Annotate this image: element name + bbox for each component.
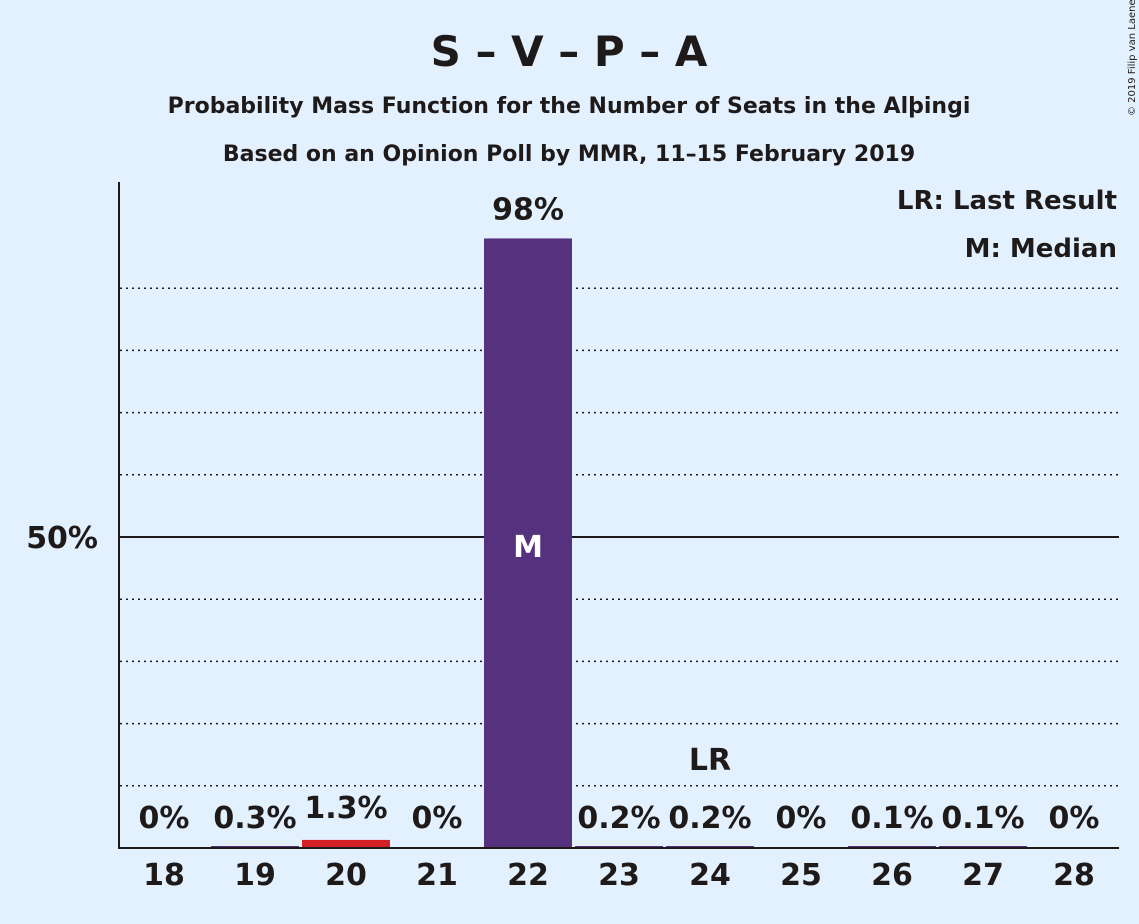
median-marker: M [513,530,543,565]
chart-subtitle-2: Based on an Opinion Poll by MMR, 11–15 F… [223,142,915,167]
x-tick-label-23: 23 [598,858,640,893]
x-axis-ticks: 18 19 20 21 22 23 24 25 26 27 28 [143,858,1095,893]
data-labels: 0% 0.3% 1.3% 0% 98% 0.2% 0.2% 0% 0.1% 0.1% 0% M LR [139,192,1100,836]
y-tick-label: 50% [26,521,98,556]
data-label-27: 0.1% [941,801,1024,836]
data-label-19: 0.3% [213,801,296,836]
data-label-21: 0% [412,801,463,836]
bar-22 [484,238,572,848]
data-label-24: 0.2% [668,801,751,836]
data-label-26: 0.1% [850,801,933,836]
gridlines [120,287,1119,787]
x-tick-label-28: 28 [1053,858,1095,893]
x-tick-label-20: 20 [325,858,367,893]
x-tick-label-18: 18 [143,858,185,893]
x-tick-label-26: 26 [871,858,913,893]
x-tick-label-24: 24 [689,858,731,893]
data-label-22: 98% [492,192,564,227]
legend-median: M: Median [965,234,1117,264]
x-tick-label-27: 27 [962,858,1004,893]
data-label-25: 0% [776,801,827,836]
chart-title: S – V – P – A [431,27,708,76]
y-axis-ticks: 50% [26,521,98,556]
legend-last-result: LR: Last Result [897,186,1117,216]
bar-20 [302,839,390,848]
x-tick-label-22: 22 [507,858,549,893]
last-result-marker: LR [689,743,731,778]
x-tick-label-25: 25 [780,858,822,893]
data-label-23: 0.2% [577,801,660,836]
data-label-18: 0% [139,801,190,836]
chart-subtitle-1: Probability Mass Function for the Number… [168,94,971,119]
x-tick-label-21: 21 [416,858,458,893]
copyright-notice: © 2019 Filip van Laenen [1127,0,1138,116]
data-label-20: 1.3% [304,791,387,826]
data-label-28: 0% [1049,801,1100,836]
x-tick-label-19: 19 [234,858,276,893]
